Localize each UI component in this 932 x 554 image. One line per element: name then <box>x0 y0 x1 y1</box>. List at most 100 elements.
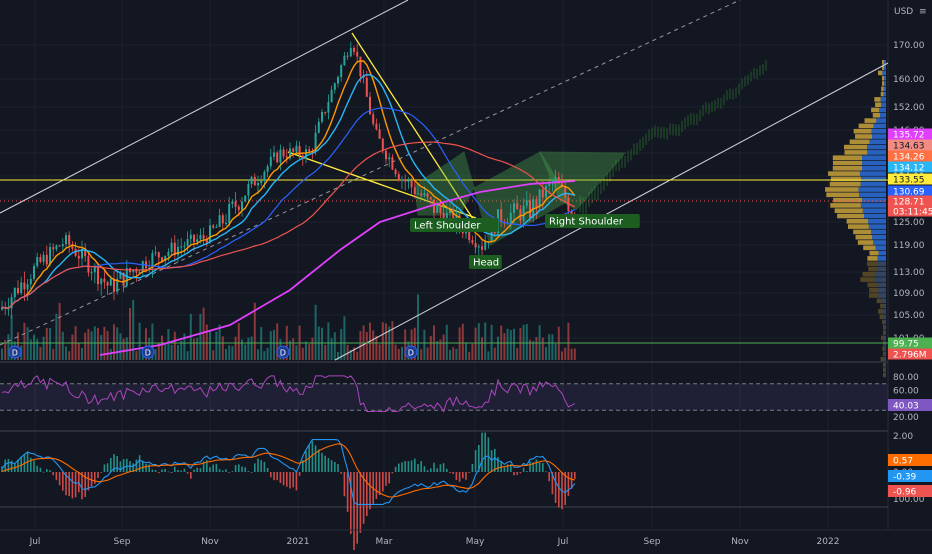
dividend-label: D <box>280 349 286 358</box>
macd-histogram-bar <box>478 444 480 472</box>
macd-histogram-bar <box>33 460 35 472</box>
volume-bar <box>157 343 160 360</box>
macd-histogram-bar <box>106 463 109 472</box>
macd-tag-bg <box>888 454 932 466</box>
macd-histogram-bar <box>170 472 173 474</box>
candle-body <box>471 240 474 243</box>
volume-bar <box>218 324 221 360</box>
profile-bar-up <box>829 181 861 187</box>
macd-histogram-bar <box>279 472 282 483</box>
candle-body <box>186 238 189 246</box>
volume-bar <box>173 331 176 360</box>
dividend-label: D <box>408 349 414 358</box>
candle-body <box>529 200 531 218</box>
volume-bar <box>346 344 349 360</box>
candle-body <box>237 206 240 211</box>
green-level-tag: 99.75 <box>893 340 919 350</box>
price-tag: 134.12 <box>893 164 925 174</box>
volume-bar <box>529 339 531 360</box>
channel-line-lower <box>334 62 889 361</box>
profile-bar-down <box>876 118 886 123</box>
volume-bar <box>423 329 426 360</box>
profile-bar-up <box>876 298 882 304</box>
candle-body <box>260 180 263 184</box>
macd-histogram-bar <box>225 469 227 472</box>
volume-bar <box>257 349 259 360</box>
trendlines[interactable] <box>0 0 889 361</box>
macd-histogram-bar <box>81 472 83 500</box>
volume-bar <box>561 351 563 360</box>
macd-tag: -0.96 <box>893 488 917 498</box>
candle-body <box>541 189 544 198</box>
macd-histogram-bar <box>433 462 435 472</box>
profile-bar-up <box>880 91 884 97</box>
macd-histogram-bar <box>4 459 6 472</box>
menu-icon[interactable]: ≡ <box>919 7 927 17</box>
volume-bar <box>49 328 51 360</box>
macd-histogram-bar <box>305 451 307 472</box>
candle-body <box>317 121 320 133</box>
candle-body <box>90 272 93 274</box>
macd-histogram-bar <box>199 468 202 472</box>
profile-bar-up <box>882 346 885 351</box>
volume-bar <box>90 331 93 360</box>
volume-bar <box>551 334 554 360</box>
candle-body <box>116 278 119 292</box>
macd-histogram-bar <box>276 472 278 481</box>
profile-bar-up <box>877 70 883 76</box>
volume-bar <box>493 347 496 360</box>
profile-bar-down <box>871 128 886 134</box>
profile-bar-down <box>862 166 886 171</box>
candle-body <box>273 152 275 157</box>
candle-body <box>340 65 343 78</box>
rsi-band <box>0 383 888 411</box>
profile-bar-up <box>832 155 863 160</box>
volume-bar <box>84 332 87 360</box>
volume-bar <box>506 328 509 360</box>
candle-body <box>452 209 455 227</box>
volume-bar <box>65 346 67 360</box>
candle-body <box>266 166 269 172</box>
candle-body <box>375 123 378 130</box>
currency-label[interactable]: USD <box>894 7 913 17</box>
profile-bar-up <box>868 293 879 298</box>
candle-body <box>135 270 138 273</box>
profile-bar-down <box>875 272 886 277</box>
macd-histogram-bar <box>343 472 346 497</box>
volume-bar <box>132 299 135 360</box>
volume-bar <box>241 339 243 360</box>
candle-body <box>285 156 288 159</box>
macd-histogram-bar <box>494 448 496 472</box>
macd-histogram-bar <box>234 465 237 472</box>
candle-body <box>301 155 304 159</box>
macd-histogram-bar <box>538 462 541 472</box>
macd-histogram-bar <box>334 462 336 472</box>
volume-bar <box>263 351 266 360</box>
candle-body <box>161 257 163 262</box>
candle-body <box>263 171 266 181</box>
profile-bar-down <box>878 287 886 293</box>
pattern-labels: Left Shoulder Head Right Shoulder <box>410 214 640 269</box>
candle-body <box>545 185 547 198</box>
candle-body <box>365 77 368 97</box>
candle-body <box>157 252 160 258</box>
macd-histogram-bar <box>212 464 214 472</box>
macd-histogram-bar <box>273 472 275 481</box>
macd-histogram-bar <box>567 472 570 496</box>
macd-histogram-bar <box>151 469 154 472</box>
macd-histogram-bar <box>177 469 179 472</box>
macd-histogram-bar <box>36 465 38 472</box>
candle-body <box>151 253 154 268</box>
left-shoulder-label: Left Shoulder <box>410 218 499 232</box>
profile-bar-up <box>863 245 876 251</box>
macd-histogram-bar <box>394 466 397 472</box>
volume-bar <box>4 340 7 360</box>
time-axis-label: 2021 <box>287 537 310 547</box>
candle-body <box>93 266 96 273</box>
profile-bar-up <box>867 261 878 266</box>
profile-bar-down <box>873 240 886 245</box>
profile-bar-up <box>826 192 860 198</box>
volume-bar <box>269 331 272 360</box>
